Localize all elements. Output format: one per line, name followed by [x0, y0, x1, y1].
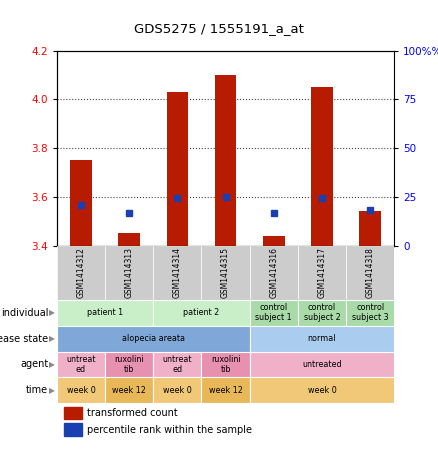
Text: patient 2: patient 2	[184, 308, 219, 317]
Text: agent: agent	[20, 359, 48, 370]
Text: untreat
ed: untreat ed	[162, 355, 192, 374]
Bar	[105, 246, 153, 300]
Bar	[57, 326, 250, 352]
Text: patient 1: patient 1	[87, 308, 123, 317]
Bar	[346, 246, 394, 300]
Bar	[250, 326, 394, 352]
Text: week 0: week 0	[67, 386, 95, 395]
Text: week 12: week 12	[112, 386, 146, 395]
Bar	[166, 92, 188, 246]
Text: GSM1414316: GSM1414316	[269, 247, 278, 298]
Text: ▶: ▶	[49, 334, 55, 343]
Text: control
subject 1: control subject 1	[255, 303, 292, 323]
Bar	[359, 212, 381, 246]
Bar	[263, 236, 285, 246]
Bar	[153, 300, 250, 326]
Text: GDS5275 / 1555191_a_at: GDS5275 / 1555191_a_at	[134, 22, 304, 35]
Bar	[215, 75, 237, 246]
Bar	[64, 423, 82, 436]
Text: disease state: disease state	[0, 333, 48, 344]
Bar	[201, 352, 250, 377]
Text: week 0: week 0	[307, 386, 336, 395]
Bar	[250, 352, 394, 377]
Text: ▶: ▶	[49, 386, 55, 395]
Bar	[298, 300, 346, 326]
Text: GSM1414314: GSM1414314	[173, 247, 182, 298]
Bar	[153, 352, 201, 377]
Text: ▶: ▶	[49, 360, 55, 369]
Bar	[346, 300, 394, 326]
Bar	[250, 377, 394, 403]
Bar	[70, 160, 92, 246]
Text: alopecia areata: alopecia areata	[122, 334, 185, 343]
Bar	[105, 377, 153, 403]
Text: transformed count: transformed count	[87, 408, 178, 418]
Text: ruxolini
tib: ruxolini tib	[114, 355, 144, 374]
Text: GSM1414315: GSM1414315	[221, 247, 230, 298]
Bar	[201, 246, 250, 300]
Text: untreated: untreated	[302, 360, 342, 369]
Text: individual: individual	[1, 308, 48, 318]
Text: control
subject 2: control subject 2	[304, 303, 340, 323]
Text: control
subject 3: control subject 3	[352, 303, 389, 323]
Text: time: time	[26, 385, 48, 395]
Text: GSM1414318: GSM1414318	[366, 247, 374, 298]
Text: normal: normal	[307, 334, 336, 343]
Bar	[153, 377, 201, 403]
Text: week 12: week 12	[208, 386, 243, 395]
Bar	[57, 377, 105, 403]
Bar	[250, 300, 298, 326]
Text: percentile rank within the sample: percentile rank within the sample	[87, 424, 252, 434]
Text: week 0: week 0	[163, 386, 192, 395]
Bar	[57, 246, 105, 300]
Bar	[250, 246, 298, 300]
Bar	[153, 246, 201, 300]
Bar	[311, 87, 333, 246]
Text: GSM1414313: GSM1414313	[125, 247, 134, 298]
Text: GSM1414317: GSM1414317	[318, 247, 326, 298]
Bar	[57, 300, 153, 326]
Text: ▶: ▶	[49, 308, 55, 317]
Bar	[105, 352, 153, 377]
Text: ruxolini
tib: ruxolini tib	[211, 355, 240, 374]
Text: GSM1414312: GSM1414312	[77, 247, 85, 298]
Bar	[298, 246, 346, 300]
Bar	[118, 233, 140, 246]
Text: untreat
ed: untreat ed	[66, 355, 96, 374]
Bar	[57, 352, 105, 377]
Bar	[201, 377, 250, 403]
Bar	[64, 407, 82, 419]
